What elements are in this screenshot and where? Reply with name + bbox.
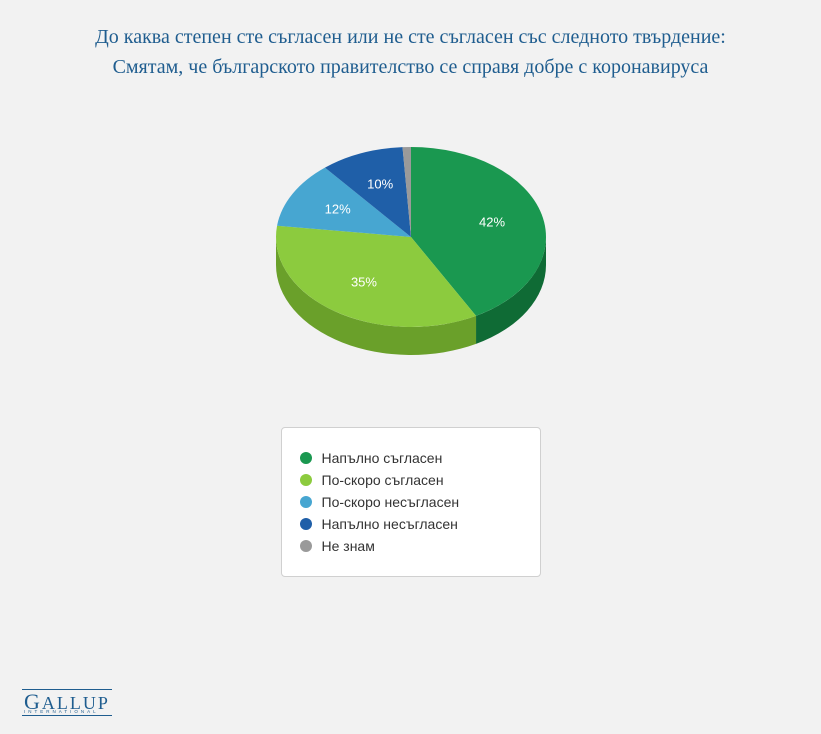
chart-title: До каква степен сте съгласен или не сте … <box>0 0 821 92</box>
legend-label: Напълно несъгласен <box>322 516 458 532</box>
legend-dot <box>300 540 312 552</box>
legend-item: Не знам <box>300 538 522 554</box>
legend-dot <box>300 452 312 464</box>
slice-label: 10% <box>367 177 393 192</box>
footer-brand: GALLUP INTERNATIONAL <box>22 689 112 717</box>
pie-chart: 42% 35% 12% 10% <box>0 107 821 397</box>
slice-label: 42% <box>479 215 505 230</box>
legend-label: Напълно съгласен <box>322 450 443 466</box>
slice-label: 35% <box>350 275 376 290</box>
legend-dot <box>300 474 312 486</box>
legend-item: По-скоро несъгласен <box>300 494 522 510</box>
legend-dot <box>300 518 312 530</box>
legend-item: По-скоро съгласен <box>300 472 522 488</box>
brand-sub: INTERNATIONAL <box>24 710 110 715</box>
legend-dot <box>300 496 312 508</box>
legend-label: По-скоро съгласен <box>322 472 444 488</box>
legend-item: Напълно съгласен <box>300 450 522 466</box>
legend-label: Не знам <box>322 538 375 554</box>
legend-item: Напълно несъгласен <box>300 516 522 532</box>
legend-label: По-скоро несъгласен <box>322 494 460 510</box>
title-line-1: До каква степен сте съгласен или не сте … <box>95 26 726 48</box>
title-line-2: Смятам, че българското правителство се с… <box>113 56 709 78</box>
legend: Напълно съгласен По-скоро съгласен По-скор… <box>281 427 541 577</box>
slice-label: 12% <box>324 202 350 217</box>
